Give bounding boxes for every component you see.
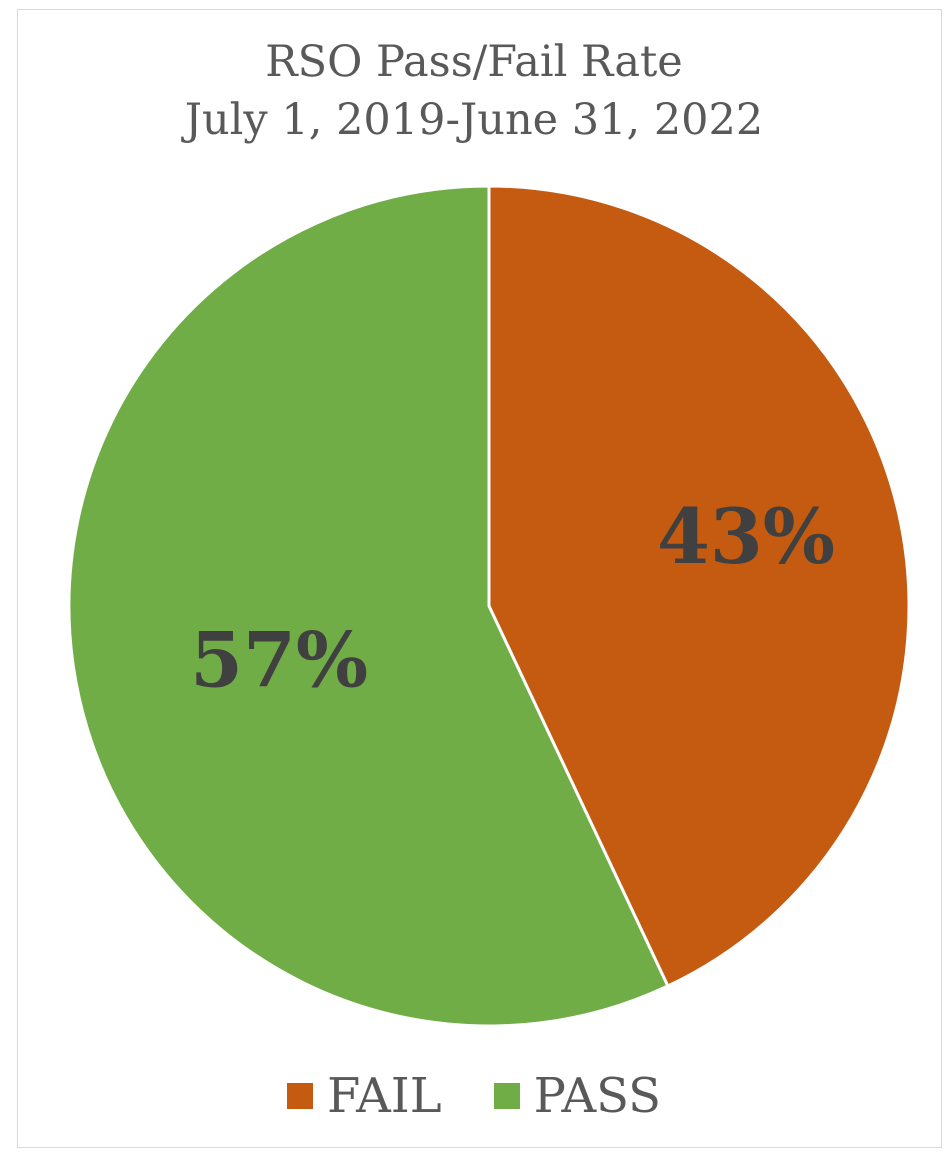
chart-title-line-2: July 1, 2019-June 31, 2022 [184,95,764,145]
legend: FAIL PASS [0,1068,948,1124]
pie-slice-fail [487,184,911,988]
legend-label-pass: PASS [533,1068,662,1124]
legend-label-fail: FAIL [326,1068,442,1124]
legend-swatch-pass [493,1083,520,1109]
legend-item-pass: PASS [493,1068,662,1124]
legend-item-fail: FAIL [286,1068,442,1124]
data-label-fail: 43% [657,492,835,581]
legend-swatch-fail [286,1083,313,1109]
chart-title-line-1: RSO Pass/Fail Rate [265,37,683,87]
data-label-pass: 57% [190,615,368,704]
pie-slice-pass [67,184,670,1028]
chart-title: RSO Pass/Fail Rate July 1, 2019-June 31,… [0,33,948,149]
